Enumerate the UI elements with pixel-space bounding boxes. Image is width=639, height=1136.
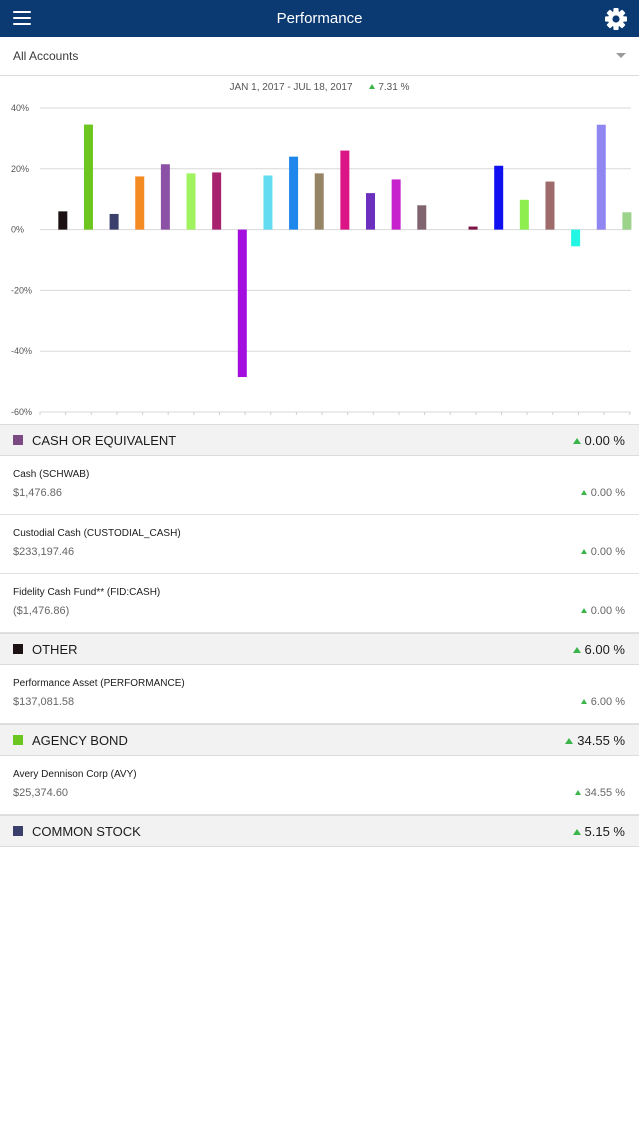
chart-bar[interactable] [83, 124, 93, 230]
chart-bar[interactable] [545, 181, 555, 230]
chart-bar[interactable] [109, 213, 119, 230]
category-color-swatch [13, 826, 23, 836]
holding-name: Avery Dennison Corp (AVY) [13, 769, 137, 780]
holding-value: $25,374.60 [13, 787, 69, 799]
chart-bar[interactable] [212, 172, 222, 230]
chart-bar[interactable] [314, 173, 324, 230]
performance-bar-chart: 40% 20% 0% -20% -40% -60% [11, 103, 632, 417]
page-title: Performance [276, 10, 363, 27]
holding-return: 0.00 % [580, 605, 625, 617]
chart-bar[interactable] [391, 179, 401, 230]
y-tick-label: -20% [11, 285, 32, 295]
top-bar: Performance [0, 0, 639, 37]
holding-row[interactable]: Cash (SCHWAB) $1,476.86 0.00 % [0, 456, 639, 515]
category-return: 6.00 % [572, 634, 625, 665]
holding-name: Fidelity Cash Fund** (FID:CASH) [13, 587, 161, 598]
holding-name: Custodial Cash (CUSTODIAL_CASH) [13, 528, 181, 539]
chevron-down-icon [616, 53, 626, 58]
hamburger-menu-icon[interactable] [8, 6, 36, 31]
category-color-swatch [13, 435, 23, 445]
arrow-up-icon [572, 829, 581, 835]
chart-bar[interactable] [340, 150, 350, 230]
holding-return: 0.00 % [580, 546, 625, 558]
holding-return: 6.00 % [580, 696, 625, 708]
arrow-up-icon [574, 790, 581, 795]
performance-summary: JAN 1, 2017 - JUL 18, 2017 7.31 % [0, 82, 639, 98]
chart-bar[interactable] [289, 156, 299, 230]
category-return: 0.00 % [572, 425, 625, 456]
holding-return: 0.00 % [580, 487, 625, 499]
holding-value: $137,081.58 [13, 696, 75, 708]
y-tick-label: 20% [11, 164, 29, 174]
chart-bar[interactable] [494, 165, 504, 230]
chart-bar[interactable] [58, 211, 68, 230]
category-header[interactable]: CASH OR EQUIVALENT 0.00 % [0, 424, 639, 456]
holding-row[interactable]: Custodial Cash (CUSTODIAL_CASH) $233,197.… [0, 515, 639, 574]
arrow-up-icon [580, 490, 587, 495]
holding-row[interactable]: Fidelity Cash Fund** (FID:CASH) ($1,476.8… [0, 574, 639, 633]
arrow-up-icon [369, 84, 376, 90]
chart-bar[interactable] [519, 199, 529, 230]
gear-icon[interactable] [601, 4, 631, 34]
category-header[interactable]: AGENCY BOND 34.55 % [0, 724, 639, 756]
holding-row[interactable]: Performance Asset (PERFORMANCE) $137,081.… [0, 665, 639, 724]
y-tick-label: -60% [11, 407, 32, 417]
y-tick-label: 40% [11, 103, 29, 113]
arrow-up-icon [580, 549, 587, 554]
holding-row[interactable]: Avery Dennison Corp (AVY) $25,374.60 34.55… [0, 756, 639, 815]
category-header[interactable]: COMMON STOCK 5.15 % [0, 815, 639, 847]
date-range: JAN 1, 2017 - JUL 18, 2017 [229, 82, 353, 93]
chart-bar[interactable] [417, 205, 427, 230]
category-name: OTHER [32, 642, 78, 657]
chart-bar[interactable] [263, 175, 273, 230]
arrow-up-icon [580, 699, 587, 704]
category-return: 5.15 % [572, 816, 625, 847]
chart-bar[interactable] [365, 193, 375, 230]
chart-bar[interactable] [596, 124, 606, 230]
holding-value: ($1,476.86) [13, 605, 70, 617]
holding-value: $1,476.86 [13, 487, 62, 499]
chart-bar[interactable] [468, 226, 478, 230]
holding-value: $233,197.46 [13, 546, 75, 558]
y-tick-label: -40% [11, 346, 32, 356]
arrow-up-icon [572, 438, 581, 444]
total-return: 7.31 % [378, 82, 410, 93]
category-return: 34.55 % [565, 725, 625, 756]
holding-return: 34.55 % [574, 787, 625, 799]
holdings-list: CASH OR EQUIVALENT 0.00 % Cash (SCHWAB) $1,… [0, 424, 639, 847]
chart-bar[interactable] [160, 164, 170, 230]
category-name: AGENCY BOND [32, 733, 128, 748]
category-color-swatch [13, 644, 23, 654]
category-name: CASH OR EQUIVALENT [32, 433, 177, 448]
arrow-up-icon [565, 738, 574, 744]
chart-bar[interactable] [135, 176, 145, 230]
category-name: COMMON STOCK [32, 824, 141, 839]
account-selector[interactable]: All Accounts [0, 37, 639, 76]
chart-bar[interactable] [186, 173, 196, 230]
y-tick-label: 0% [11, 225, 24, 235]
arrow-up-icon [580, 608, 587, 613]
holding-name: Performance Asset (PERFORMANCE) [13, 678, 185, 689]
chart-bar[interactable] [622, 212, 632, 230]
account-selector-label: All Accounts [13, 49, 79, 63]
category-color-swatch [13, 735, 23, 745]
arrow-up-icon [572, 647, 581, 653]
holding-name: Cash (SCHWAB) [13, 469, 90, 480]
chart-bar[interactable] [571, 229, 581, 247]
category-header[interactable]: OTHER 6.00 % [0, 633, 639, 665]
chart-bar[interactable] [237, 229, 247, 378]
